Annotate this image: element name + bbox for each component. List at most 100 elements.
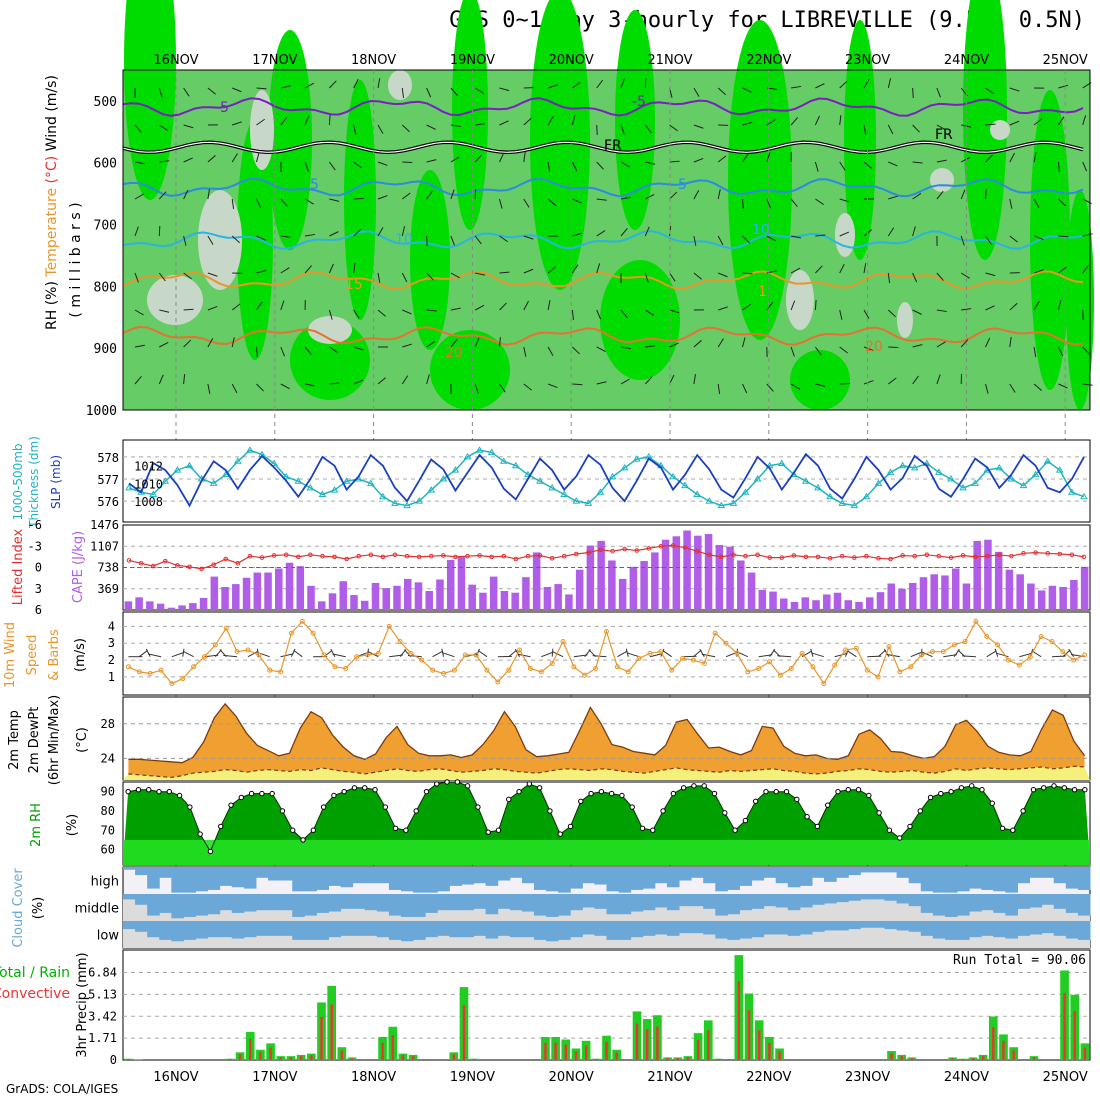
wind-barb — [790, 300, 796, 311]
wind-barb — [523, 235, 534, 240]
wind-barb — [985, 188, 987, 200]
li-point — [428, 553, 434, 559]
cape-ytick: 1107 — [90, 539, 119, 553]
date-label-bottom: 22NOV — [746, 1070, 791, 1085]
rh2m-point — [804, 814, 810, 820]
upper-ytick-label: 1000 — [86, 404, 117, 419]
wind-barb — [329, 198, 340, 202]
li-point — [126, 558, 132, 563]
cloud-cell — [183, 894, 197, 917]
rh2m-point — [1082, 787, 1088, 793]
li-point — [368, 552, 374, 558]
cape-bar — [629, 566, 638, 610]
cloud-cell — [981, 894, 994, 911]
wind10-point — [299, 618, 305, 624]
wind10-barb — [182, 650, 194, 658]
temperature-area — [128, 703, 1085, 778]
cloud-cell — [1041, 894, 1055, 905]
thickness-ytick: 576 — [97, 495, 119, 509]
li-point — [138, 560, 144, 566]
rh2m-point — [382, 804, 389, 810]
cloud-cell — [582, 921, 595, 935]
cape-bar — [586, 545, 595, 610]
wind10-point — [723, 640, 729, 646]
wind-barb — [183, 272, 192, 280]
wind-barb — [232, 121, 242, 126]
wind-barb — [401, 375, 409, 385]
cape-bar — [371, 582, 380, 610]
cape-bar — [994, 551, 1003, 610]
wind-barb — [815, 234, 826, 237]
precip-ytick: 1.71 — [88, 1031, 117, 1045]
precip-conv-bar — [707, 1030, 710, 1060]
wind-barb — [766, 301, 774, 311]
contour-label: 5 — [310, 177, 319, 193]
cloud-cell — [1017, 867, 1031, 884]
wind10-point — [517, 647, 523, 653]
li-point — [924, 552, 930, 558]
wind-barb — [1009, 302, 1018, 311]
wind10-point — [386, 623, 392, 629]
wind-barb — [280, 267, 290, 274]
cloud-cell — [715, 894, 728, 916]
wind-barb — [280, 346, 286, 357]
wind10-point — [1016, 662, 1022, 668]
li-point — [320, 553, 325, 559]
rh2m-point — [310, 827, 317, 833]
li-point — [682, 545, 688, 550]
li-point — [489, 554, 494, 560]
li-point — [936, 553, 942, 559]
cloud-cell — [969, 894, 982, 912]
upper-ylabel-part: Temperature — [44, 183, 60, 277]
cloud-cell — [449, 867, 462, 886]
rh2m-point — [362, 785, 368, 791]
rh2m-point — [135, 787, 142, 793]
cloud-cell — [751, 867, 765, 881]
cape-bar — [715, 544, 724, 610]
thickness-point — [971, 479, 980, 486]
wind-barb — [936, 87, 941, 98]
cloud-cell — [679, 921, 692, 934]
rh2m-point — [1051, 783, 1057, 789]
thickness-point — [548, 483, 556, 491]
wind10-point — [810, 664, 816, 670]
cloud-cell — [872, 894, 886, 900]
wind-barb — [207, 87, 216, 95]
cloud-cell — [666, 867, 680, 888]
cloud-cell — [388, 894, 402, 916]
wind-ylabel: Speed — [25, 635, 40, 676]
wind-barb — [1082, 115, 1087, 126]
rh2m-point — [434, 781, 440, 787]
precip-conv-bar — [646, 1029, 649, 1060]
li-ytick: 0 — [35, 561, 42, 575]
cloud-cell — [872, 921, 886, 928]
cloud-cell — [521, 921, 535, 938]
wind10-barb — [699, 648, 705, 657]
thickness-point — [1080, 492, 1088, 500]
cloud-cell — [824, 894, 837, 904]
wind-barb — [256, 235, 266, 241]
precip-conv-bar — [717, 1059, 720, 1060]
cloud-cell — [243, 921, 257, 938]
wind-barb — [1058, 84, 1069, 89]
wind-barb — [305, 383, 316, 387]
precip-ylabel-conv: Convective — [0, 986, 70, 1002]
cloud-cell — [521, 867, 535, 884]
cape-bar — [264, 572, 272, 610]
wind-barb — [207, 272, 218, 277]
cloud-cell — [316, 894, 329, 913]
wind-barb — [159, 124, 168, 131]
cloud-cell — [304, 867, 317, 892]
li-ylabel: Lifted Index — [11, 528, 26, 605]
li-point — [827, 555, 833, 561]
cloud-cell — [594, 867, 607, 885]
wind10-point — [962, 639, 968, 645]
wind-barb — [596, 124, 598, 136]
wind10-barb — [943, 654, 957, 658]
wind-barb — [863, 380, 874, 385]
rh2m-point — [711, 790, 718, 797]
cloud-cell — [787, 921, 801, 936]
li-point — [864, 553, 869, 559]
wind10-point — [625, 669, 631, 675]
cloud-cell — [388, 921, 402, 940]
